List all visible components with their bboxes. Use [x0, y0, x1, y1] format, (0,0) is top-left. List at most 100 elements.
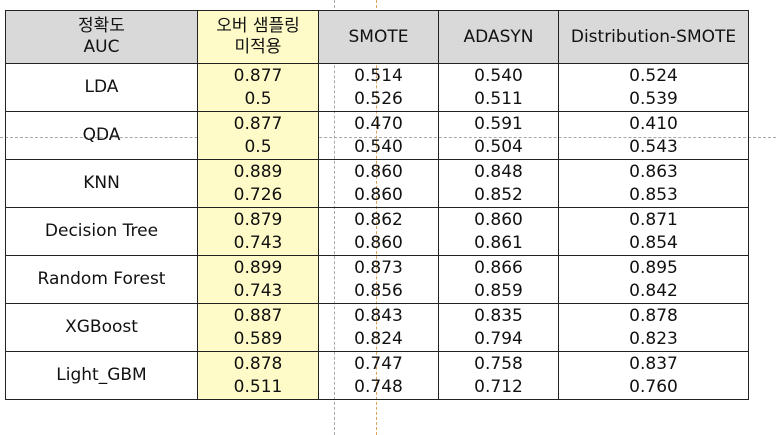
no-oversampling-header-line2: 미적용: [234, 37, 282, 57]
accuracy-value: 0.863: [629, 161, 678, 182]
model-name-cell: KNN: [5, 159, 198, 208]
distribution-smote-cell: 0.524 0.539: [558, 63, 749, 112]
accuracy-value: 0.899: [233, 257, 283, 278]
accuracy-value: 0.410: [629, 113, 678, 134]
adasyn-cell: 0.540 0.511: [438, 63, 559, 112]
no-os-cell: 0.889 0.726: [197, 159, 319, 208]
adasyn-cell: 0.835 0.794: [438, 303, 559, 352]
accuracy-value: 0.873: [354, 257, 403, 278]
table-row: Light_GBM 0.878 0.511 0.747 0.748 0.758 0.712 0…: [5, 351, 749, 400]
auc-value: 0.861: [474, 232, 523, 253]
accuracy-value: 0.540: [474, 65, 523, 86]
auc-value: 0.5: [244, 88, 272, 109]
adasyn-header: ADASYN: [438, 10, 559, 64]
auc-value: 0.794: [474, 328, 523, 349]
auc-value: 0.511: [474, 88, 523, 109]
auc-value: 0.856: [354, 280, 403, 301]
table-row: QDA 0.877 0.5 0.470 0.540 0.591 0.504 0.410 0.54…: [5, 111, 749, 160]
smote-cell: 0.514 0.526: [318, 63, 439, 112]
table-row: XGBoost 0.887 0.589 0.843 0.824 0.835 0.794 0.8…: [5, 303, 749, 352]
no-os-cell: 0.887 0.589: [197, 303, 319, 352]
accuracy-value: 0.837: [629, 353, 678, 374]
auc-value: 0.853: [629, 184, 678, 205]
auc-value: 0.824: [354, 328, 403, 349]
adasyn-cell: 0.758 0.712: [438, 351, 559, 400]
accuracy-value: 0.758: [474, 353, 523, 374]
accuracy-value: 0.514: [354, 65, 403, 86]
accuracy-value: 0.524: [629, 65, 678, 86]
accuracy-value: 0.866: [474, 257, 523, 278]
no-os-cell: 0.877 0.5: [197, 111, 319, 160]
accuracy-value: 0.843: [354, 305, 403, 326]
distribution-smote-header: Distribution-SMOTE: [558, 10, 749, 64]
accuracy-value: 0.889: [233, 161, 283, 182]
model-name-cell: Light_GBM: [5, 351, 198, 400]
table-body: LDA 0.877 0.5 0.514 0.526 0.540 0.511 0.524 0.53…: [5, 63, 749, 400]
metric-header: 정확도 AUC: [5, 10, 198, 64]
distribution-smote-cell: 0.871 0.854: [558, 207, 749, 256]
adasyn-cell: 0.860 0.861: [438, 207, 559, 256]
adasyn-cell: 0.591 0.504: [438, 111, 559, 160]
no-oversampling-header: 오버 샘플링 미적용: [197, 10, 319, 64]
auc-value: 0.526: [354, 88, 403, 109]
auc-value: 0.743: [233, 232, 283, 253]
model-name-cell: Random Forest: [5, 255, 198, 304]
auc-value: 0.859: [474, 280, 523, 301]
results-table: 정확도 AUC 오버 샘플링 미적용 SMOTE ADASYN Distribu…: [5, 10, 749, 400]
no-oversampling-header-line1: 오버 샘플링: [216, 16, 300, 36]
accuracy-value: 0.895: [629, 257, 678, 278]
no-os-cell: 0.878 0.511: [197, 351, 319, 400]
metric-header-line1: 정확도: [78, 16, 125, 36]
auc-value: 0.760: [629, 376, 678, 397]
auc-value: 0.5: [244, 136, 272, 157]
smote-header: SMOTE: [318, 10, 439, 64]
smote-cell: 0.470 0.540: [318, 111, 439, 160]
table-row: Decision Tree 0.879 0.743 0.862 0.860 0.860 0.…: [5, 207, 749, 256]
accuracy-value: 0.862: [354, 209, 403, 230]
auc-value: 0.860: [354, 232, 403, 253]
smote-cell: 0.860 0.860: [318, 159, 439, 208]
distribution-smote-cell: 0.837 0.760: [558, 351, 749, 400]
header-row: 정확도 AUC 오버 샘플링 미적용 SMOTE ADASYN Distribu…: [5, 10, 749, 64]
auc-value: 0.712: [474, 376, 523, 397]
auc-value: 0.539: [629, 88, 678, 109]
accuracy-value: 0.835: [474, 305, 523, 326]
metric-header-line2: AUC: [83, 37, 120, 57]
auc-value: 0.511: [233, 376, 283, 397]
auc-value: 0.854: [629, 232, 678, 253]
auc-value: 0.726: [233, 184, 283, 205]
auc-value: 0.743: [233, 280, 283, 301]
accuracy-value: 0.470: [354, 113, 403, 134]
table-row: KNN 0.889 0.726 0.860 0.860 0.848 0.852 0.863 0.…: [5, 159, 749, 208]
smote-cell: 0.862 0.860: [318, 207, 439, 256]
auc-value: 0.860: [354, 184, 403, 205]
model-name-cell: LDA: [5, 63, 198, 112]
auc-value: 0.543: [629, 136, 678, 157]
accuracy-value: 0.878: [629, 305, 678, 326]
auc-value: 0.589: [233, 328, 283, 349]
accuracy-value: 0.860: [354, 161, 403, 182]
accuracy-value: 0.877: [233, 113, 283, 134]
accuracy-value: 0.591: [474, 113, 523, 134]
auc-value: 0.823: [629, 328, 678, 349]
accuracy-value: 0.871: [629, 209, 678, 230]
auc-value: 0.842: [629, 280, 678, 301]
no-os-cell: 0.877 0.5: [197, 63, 319, 112]
model-name-cell: QDA: [5, 111, 198, 160]
model-name-cell: Decision Tree: [5, 207, 198, 256]
accuracy-value: 0.848: [474, 161, 523, 182]
smote-cell: 0.873 0.856: [318, 255, 439, 304]
distribution-smote-cell: 0.895 0.842: [558, 255, 749, 304]
table-row: Random Forest 0.899 0.743 0.873 0.856 0.866 0.…: [5, 255, 749, 304]
accuracy-value: 0.747: [354, 353, 403, 374]
auc-value: 0.748: [354, 376, 403, 397]
auc-value: 0.504: [474, 136, 523, 157]
accuracy-value: 0.878: [233, 353, 283, 374]
accuracy-value: 0.860: [474, 209, 523, 230]
adasyn-cell: 0.866 0.859: [438, 255, 559, 304]
accuracy-value: 0.879: [233, 209, 283, 230]
accuracy-value: 0.887: [233, 305, 283, 326]
accuracy-value: 0.877: [233, 65, 283, 86]
auc-value: 0.852: [474, 184, 523, 205]
smote-cell: 0.747 0.748: [318, 351, 439, 400]
